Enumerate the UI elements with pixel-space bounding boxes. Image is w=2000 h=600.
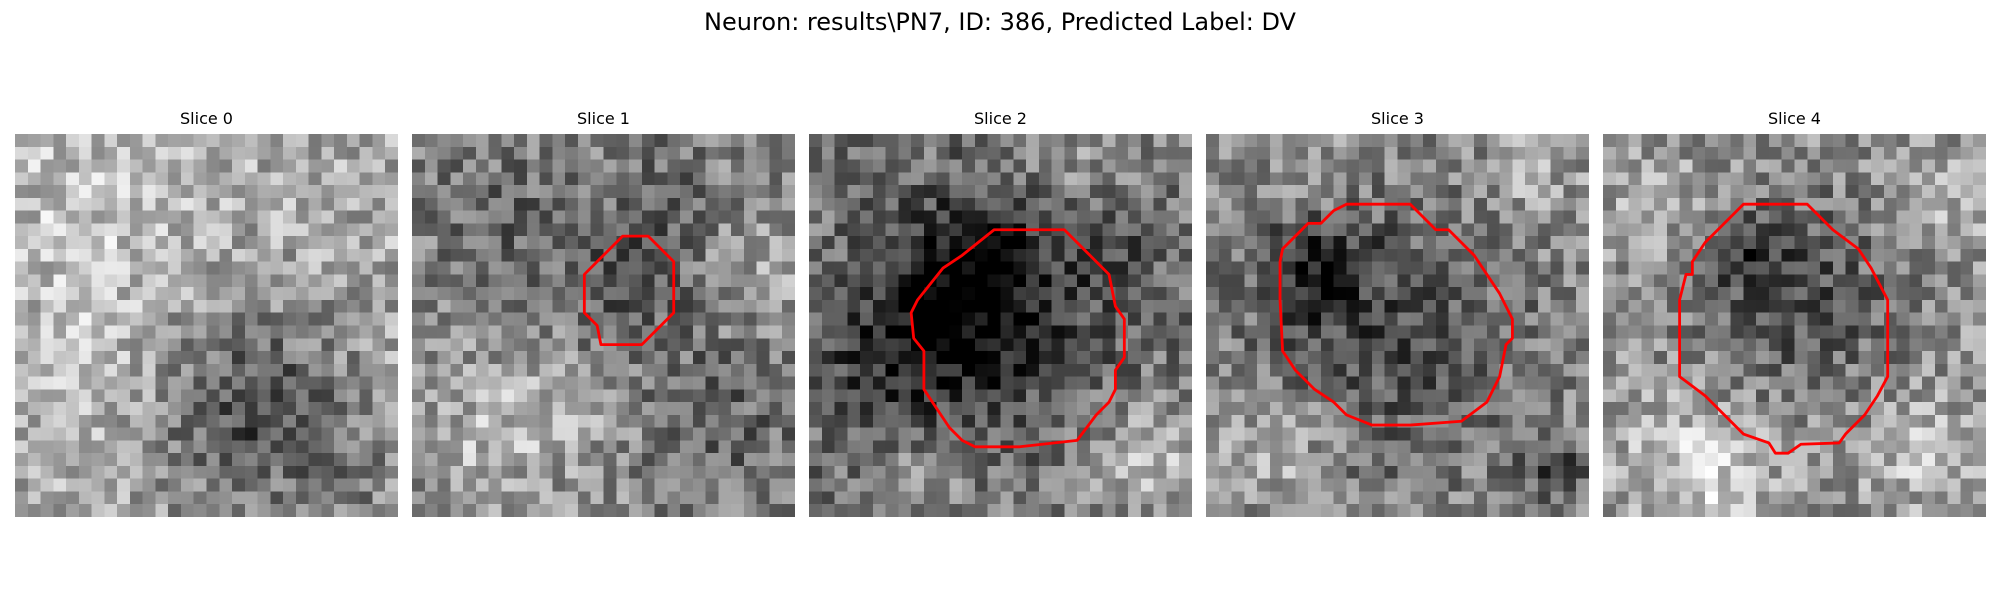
slice-title-1: Slice 1 bbox=[577, 109, 630, 128]
pixel-grid bbox=[809, 134, 1192, 517]
roi-contour bbox=[909, 228, 1126, 449]
slice-title-4: Slice 4 bbox=[1768, 109, 1821, 128]
slice-panel-1: Slice 1 bbox=[412, 108, 795, 518]
slice-title-2: Slice 2 bbox=[974, 109, 1027, 128]
slice-image-1 bbox=[412, 134, 795, 517]
slice-image-3 bbox=[1206, 134, 1589, 517]
pixel-grid bbox=[1603, 134, 1986, 517]
slice-image-2 bbox=[809, 134, 1192, 517]
figure-title: Neuron: results\PN7, ID: 386, Predicted … bbox=[704, 8, 1296, 36]
slice-panel-2: Slice 2 bbox=[809, 108, 1192, 518]
slice-title-0: Slice 0 bbox=[180, 109, 233, 128]
roi-contour bbox=[1278, 202, 1514, 427]
pixel-grid bbox=[15, 134, 398, 517]
slice-panel-0: Slice 0 bbox=[15, 108, 398, 518]
slice-image-4 bbox=[1603, 134, 1986, 517]
pixel-grid bbox=[412, 134, 795, 517]
roi-contour bbox=[1678, 202, 1890, 455]
slice-title-3: Slice 3 bbox=[1371, 109, 1424, 128]
slice-panel-3: Slice 3 bbox=[1206, 108, 1589, 518]
pixel-grid bbox=[1206, 134, 1589, 517]
slice-image-0 bbox=[15, 134, 398, 517]
slice-panel-4: Slice 4 bbox=[1603, 108, 1986, 518]
roi-contour bbox=[582, 234, 676, 347]
